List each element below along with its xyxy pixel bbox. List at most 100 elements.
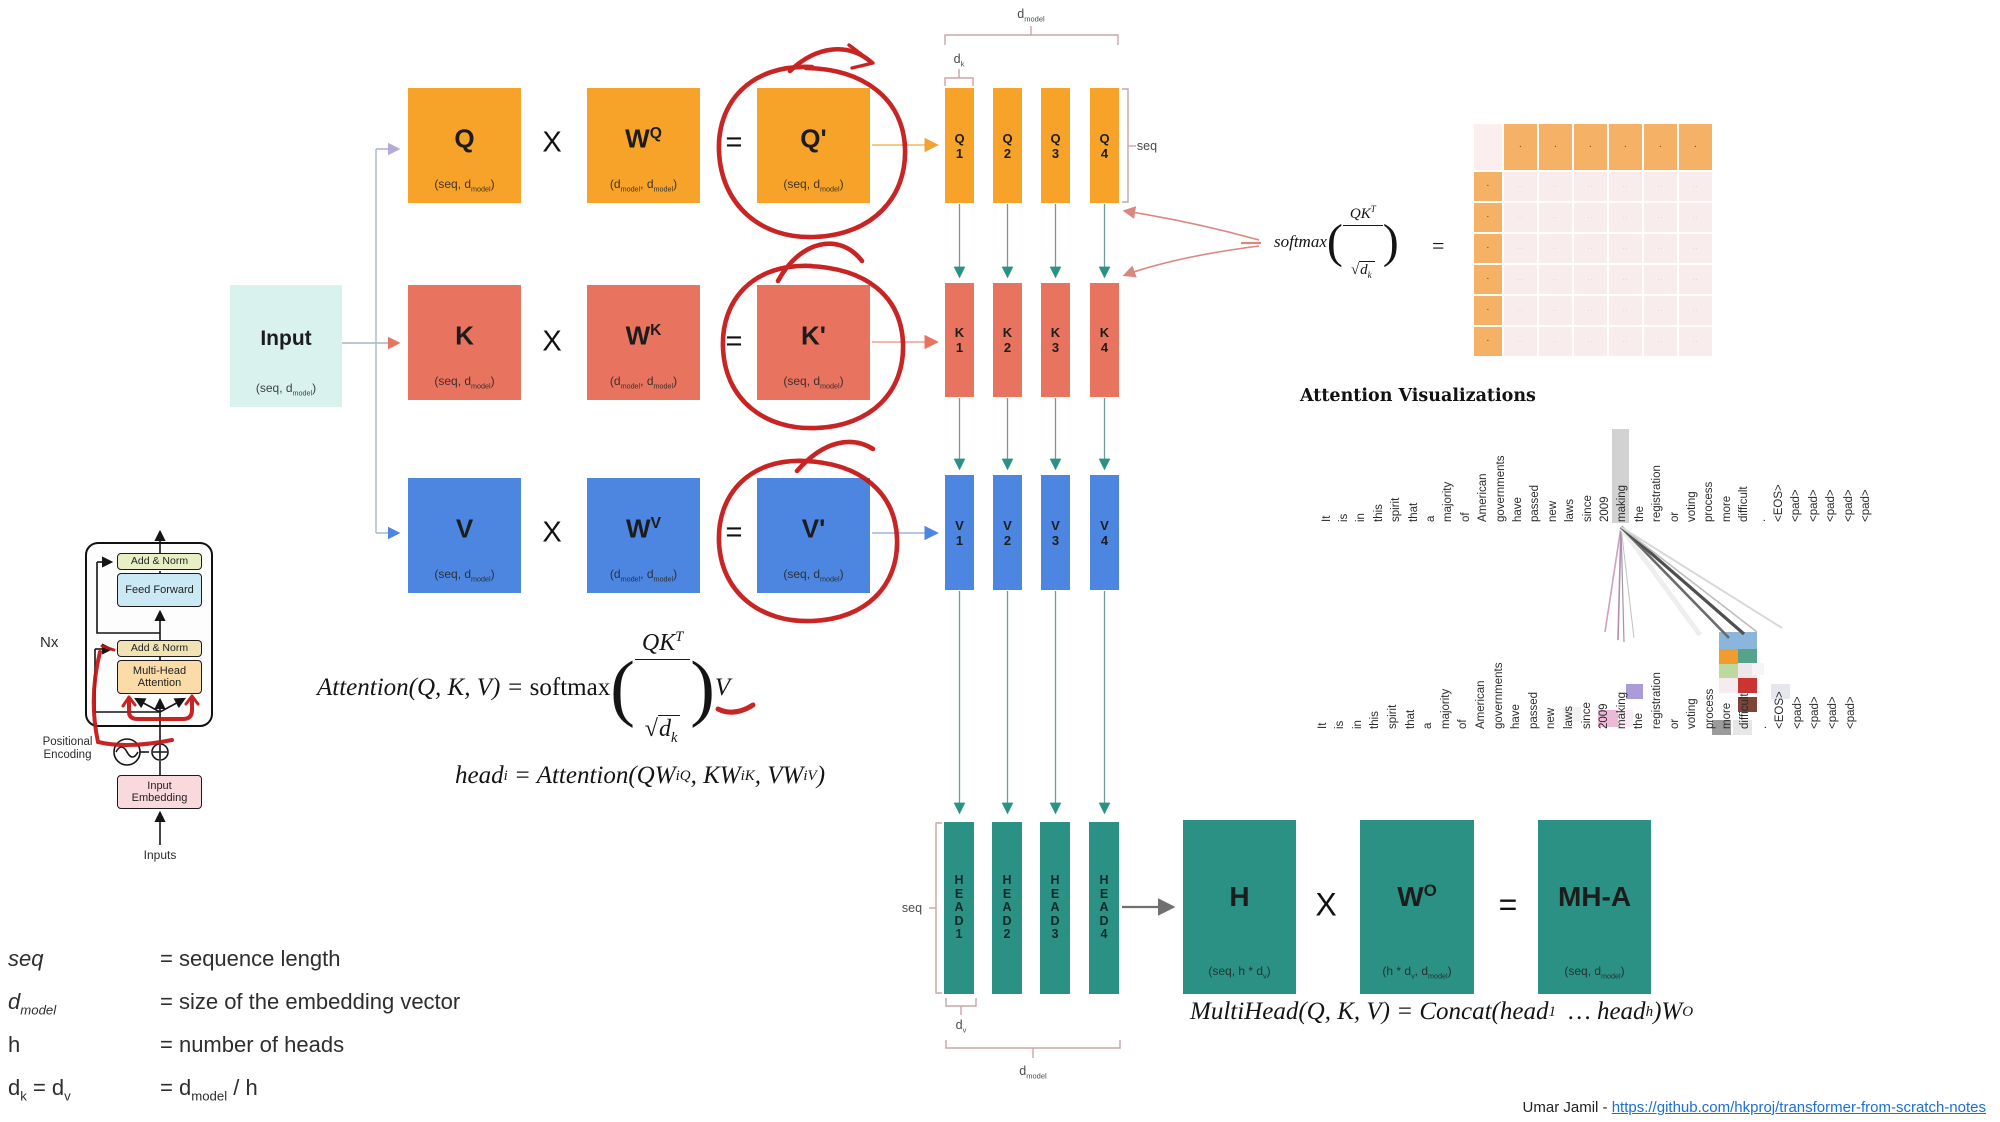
encoder-add-norm-top: Add & Norm (117, 553, 202, 570)
viz-heat-square-9 (1738, 697, 1757, 712)
viz-heat-square-14 (1618, 710, 1633, 727)
attention-matrix-cell: ·· (1643, 295, 1678, 326)
viz-top-word: since (1581, 495, 1594, 522)
times-sign-v: X (542, 516, 562, 549)
viz-top-word: majority (1442, 481, 1455, 522)
encoder-nx-label: Nx (40, 634, 59, 651)
matrix-k-label: K (455, 320, 474, 351)
viz-bottom-word: registration (1650, 672, 1663, 729)
viz-heat-square-11 (1733, 720, 1752, 735)
legend-term: dk = dv (8, 1075, 71, 1104)
attention-matrix-row-header-5: · (1473, 295, 1503, 326)
matrix-v-dims: (seq, dmodel) (434, 566, 495, 583)
input-flow-arrows (342, 142, 401, 540)
viz-bottom-word: <pad> (1809, 696, 1822, 729)
encoder-inputs-label: Inputs (143, 848, 177, 862)
viz-bottom-word: more (1721, 702, 1734, 729)
attention-score-matrix: · · · · · · · ·· ·· ·· ·· ·· ·· · ·· ·· ·· ·· ·· ·· · ·· ·· ·· ·… (1473, 123, 1713, 357)
viz-bottom-word: voting (1686, 698, 1699, 729)
viz-bottom-word: governments (1492, 662, 1505, 729)
viz-top-word: 2009 (1598, 496, 1611, 522)
equals-sign-out: = (1498, 886, 1518, 923)
attention-matrix-cell: ·· (1503, 326, 1538, 357)
viz-bottom-word: making (1615, 691, 1628, 729)
viz-bottom-word: <pad> (1826, 696, 1839, 729)
viz-bottom-word: <EOS> (1774, 691, 1787, 729)
viz-bottom-word: new (1545, 707, 1558, 729)
matrix-k-prime-dims: (seq, dmodel) (783, 373, 844, 390)
result-arrows (872, 137, 1176, 916)
viz-bottom-word: laws (1562, 705, 1575, 729)
attribution-link[interactable]: https://github.com/hkproj/transformer-fr… (1611, 1099, 1986, 1116)
viz-top-word: <pad> (1859, 489, 1872, 522)
viz-heat-square-7 (1738, 678, 1757, 693)
matrix-wv-dims: (dmodel, dmodel) (609, 566, 678, 583)
softmax-word: softmax (1274, 232, 1327, 251)
viz-top-word: of (1459, 512, 1472, 522)
matrix-q-prime-dims: (seq, dmodel) (783, 176, 844, 193)
attention-formula-numerator: QKT (634, 629, 691, 661)
matrix-q: Q (seq, dmodel) (408, 88, 521, 203)
viz-bottom-word: American (1474, 680, 1487, 729)
viz-bottom-word: the (1633, 713, 1646, 729)
attention-matrix-cell: ·· (1643, 202, 1678, 233)
viz-bottom-word: It (1316, 722, 1329, 729)
attention-matrix-cell: ·· (1573, 326, 1608, 357)
attention-matrix-cell: ·· (1538, 264, 1573, 295)
attention-matrix-cell: ·· (1503, 171, 1538, 202)
viz-bottom-word: 2009 (1598, 703, 1611, 729)
viz-attention-line-5 (1618, 525, 1703, 637)
matrix-wq-dims: (dmodel, dmodel) (609, 176, 678, 193)
viz-bottom-word: that (1404, 709, 1417, 729)
multihead-formula: MultiHead(Q, K, V) = Concat(head 1 … head… (1190, 998, 1694, 1025)
viz-bottom-word: majority (1439, 688, 1452, 729)
viz-attention-line-8 (1620, 526, 1758, 633)
legend-definition: = dmodel / h (160, 1075, 258, 1104)
viz-top-word: . (1755, 518, 1768, 522)
attention-matrix-cell: ·· (1678, 202, 1713, 233)
viz-bottom-word: passed (1527, 691, 1540, 729)
viz-top-word: this (1372, 504, 1385, 522)
softmax-annotation-formula: softmax( QKT √dk ) (1274, 204, 1399, 280)
positional-encoding-icon (113, 738, 141, 766)
attention-matrix-cell: ·· (1573, 233, 1608, 264)
viz-heat-square-3 (1719, 649, 1738, 664)
viz-attention-line-9 (1620, 526, 1783, 629)
attention-matrix-row-header-4: · (1473, 264, 1503, 295)
attention-matrix-cell: ·· (1538, 295, 1573, 326)
viz-top-word: <EOS> (1772, 484, 1785, 522)
attention-matrix-cell: ·· (1643, 326, 1678, 357)
viz-top-word: in (1355, 513, 1368, 522)
viz-heat-square-1 (1612, 429, 1629, 523)
matrix-k-dims: (seq, dmodel) (434, 373, 495, 390)
matrix-h: H (seq, h * dv) (1183, 820, 1296, 994)
attention-viz-title: Attention Visualizations (1300, 386, 1536, 406)
matrix-wk-dims: (dmodel, dmodel) (609, 373, 678, 390)
attention-matrix-cell: ·· (1503, 202, 1538, 233)
matrix-v-prime-label: V' (801, 513, 826, 544)
viz-top-word: new (1546, 500, 1559, 522)
viz-bottom-word: is (1334, 720, 1347, 729)
matrix-q-dims: (seq, dmodel) (434, 176, 495, 193)
matrix-wq: WQ (dmodel, dmodel) (587, 88, 700, 203)
attention-matrix-col-header-3: · (1573, 123, 1608, 171)
viz-top-word: American (1477, 473, 1490, 522)
viz-top-word: a (1424, 515, 1437, 522)
vector-q-2: Q 2 (993, 88, 1022, 203)
viz-top-word: have (1511, 497, 1524, 522)
matrix-k: K (seq, dmodel) (408, 285, 521, 400)
attention-matrix-col-header-6: · (1678, 123, 1713, 171)
attention-matrix-cell: ·· (1538, 326, 1573, 357)
head-column-4: H E A D 4 (1089, 822, 1119, 994)
viz-top-word: making (1616, 484, 1629, 522)
vector-k-2: K 2 (993, 283, 1022, 397)
legend-term: seq (8, 946, 44, 971)
plus-circle-icon (151, 743, 169, 761)
vector-q-3: Q 3 (1041, 88, 1070, 203)
viz-bottom-word: . (1756, 725, 1769, 729)
attention-matrix-cell: ·· (1678, 295, 1713, 326)
vector-v-3: V 3 (1041, 475, 1070, 590)
viz-top-word: <pad> (1807, 489, 1820, 522)
matrix-v-prime: V' (seq, dmodel) (757, 478, 870, 593)
matrix-wv-label: WV (626, 513, 661, 544)
